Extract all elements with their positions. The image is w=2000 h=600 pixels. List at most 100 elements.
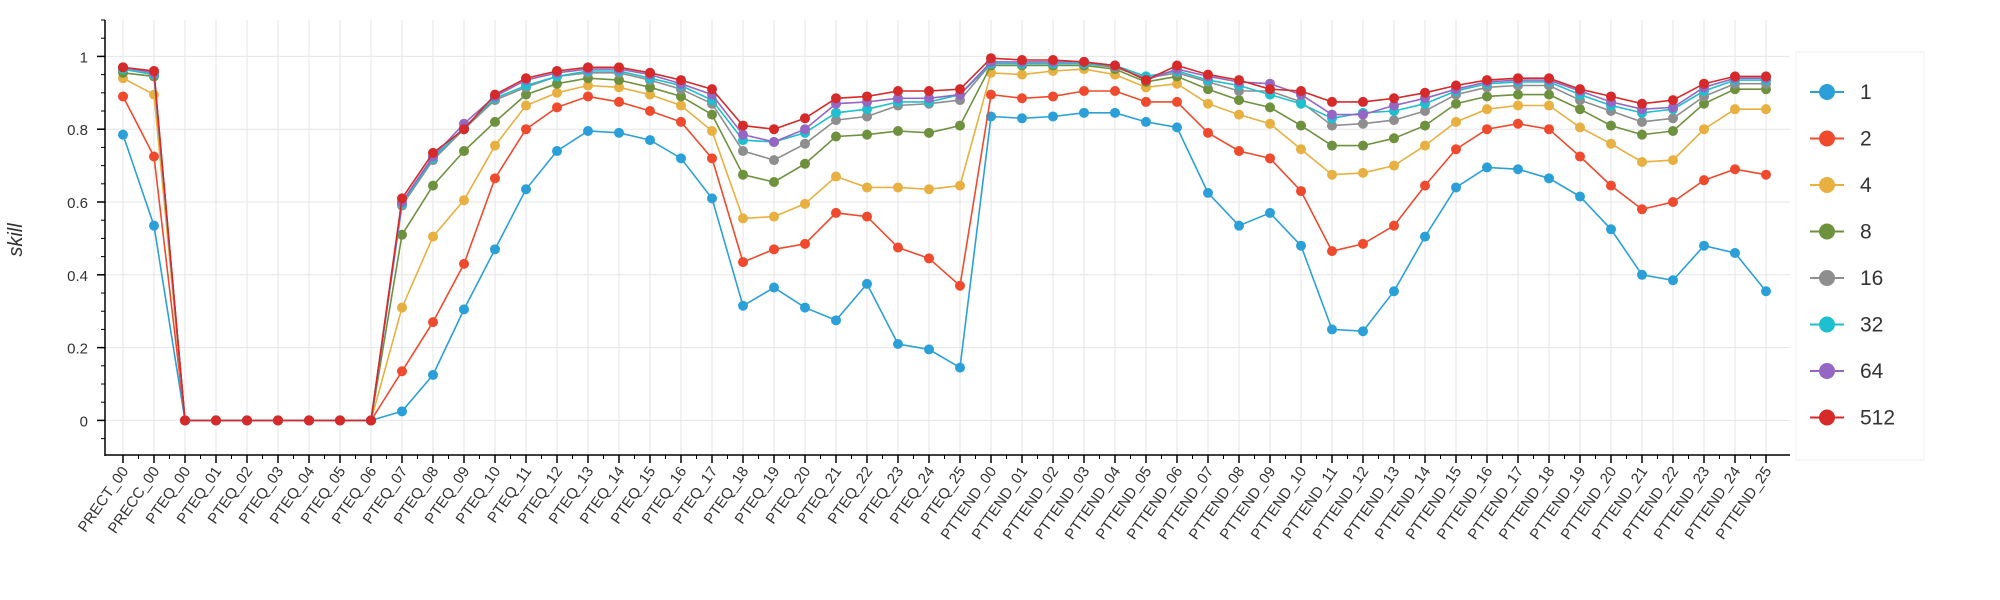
data-point — [800, 158, 810, 169]
data-point — [521, 73, 531, 84]
data-point — [1327, 246, 1337, 257]
data-point — [862, 104, 872, 115]
series-2 — [118, 85, 1771, 426]
data-point — [1761, 104, 1771, 115]
data-point — [1575, 151, 1585, 162]
data-point — [118, 91, 128, 102]
data-point — [1296, 85, 1306, 96]
data-point — [1420, 231, 1430, 242]
data-point — [893, 242, 903, 253]
data-point — [1203, 84, 1213, 95]
data-point — [924, 344, 934, 355]
data-point — [1699, 124, 1709, 135]
legend-item-64[interactable]: 64 — [1810, 360, 1884, 383]
data-point — [1265, 102, 1275, 113]
data-point — [1358, 96, 1368, 107]
data-point — [1141, 75, 1151, 86]
data-point — [1544, 100, 1554, 111]
data-point — [552, 65, 562, 76]
data-point — [955, 280, 965, 291]
data-point — [1730, 71, 1740, 82]
data-point — [1234, 109, 1244, 120]
legend-label: 1 — [1860, 81, 1872, 104]
data-point — [335, 415, 345, 426]
data-point — [1296, 98, 1306, 109]
data-point — [1389, 93, 1399, 104]
legend-item-32[interactable]: 32 — [1810, 314, 1883, 337]
legend-marker — [1819, 409, 1835, 426]
data-point — [1141, 96, 1151, 107]
data-point — [1327, 120, 1337, 131]
data-point — [149, 89, 159, 100]
data-point — [1048, 91, 1058, 102]
data-point — [490, 173, 500, 184]
y-tick-label: 0.4 — [67, 268, 88, 285]
data-point — [800, 238, 810, 249]
legend-label: 32 — [1860, 314, 1883, 337]
series-line-32 — [122, 62, 1766, 422]
legend-label: 8 — [1860, 221, 1872, 244]
series-group — [118, 53, 1771, 426]
data-point — [800, 302, 810, 313]
data-point — [1482, 91, 1492, 102]
data-point — [769, 155, 779, 166]
data-point — [1358, 109, 1368, 120]
data-point — [645, 82, 655, 93]
series-4 — [118, 64, 1771, 426]
legend-marker — [1819, 177, 1835, 193]
series-32 — [118, 58, 1771, 426]
data-point — [707, 109, 717, 120]
data-point — [1637, 129, 1647, 140]
legend-item-8[interactable]: 8 — [1810, 221, 1872, 244]
data-point — [552, 146, 562, 157]
data-point — [459, 258, 469, 269]
legend-item-2[interactable]: 2 — [1810, 128, 1872, 151]
data-point — [459, 304, 469, 315]
legend-item-512[interactable]: 512 — [1810, 407, 1895, 430]
legend-item-16[interactable]: 16 — [1810, 267, 1883, 290]
y-axis-label: skill — [5, 223, 27, 257]
data-point — [1234, 75, 1244, 86]
data-point — [1420, 180, 1430, 191]
data-point — [924, 85, 934, 96]
legend-item-4[interactable]: 4 — [1810, 174, 1872, 197]
data-point — [676, 91, 686, 102]
data-point — [1544, 173, 1554, 184]
data-point — [1389, 220, 1399, 231]
data-point — [614, 82, 624, 93]
data-point — [1482, 75, 1492, 86]
data-point — [769, 136, 779, 147]
data-point — [1327, 140, 1337, 151]
data-point — [428, 369, 438, 380]
data-point — [738, 129, 748, 140]
data-point — [1172, 60, 1182, 71]
data-point — [738, 169, 748, 180]
data-point — [149, 220, 159, 231]
data-point — [1358, 140, 1368, 151]
data-point — [924, 253, 934, 264]
data-point — [459, 146, 469, 157]
data-point — [676, 153, 686, 164]
data-point — [614, 96, 624, 107]
data-point — [1358, 167, 1368, 178]
legend-item-1[interactable]: 1 — [1810, 81, 1872, 104]
data-point — [1017, 69, 1027, 80]
data-point — [1451, 182, 1461, 193]
data-point — [1079, 85, 1089, 96]
data-point — [1699, 78, 1709, 89]
legend-marker — [1819, 316, 1835, 333]
data-point — [862, 278, 872, 289]
data-point — [583, 126, 593, 137]
data-point — [180, 415, 190, 426]
data-point — [769, 282, 779, 293]
data-point — [459, 124, 469, 135]
data-point — [1544, 89, 1554, 100]
data-point — [707, 193, 717, 204]
data-point — [614, 127, 624, 138]
data-point — [428, 147, 438, 158]
series-line-1 — [122, 112, 1767, 422]
data-point — [1482, 104, 1492, 115]
legend[interactable]: 1 2 4 8 16 32 64 512 — [1795, 51, 1925, 461]
series-16 — [118, 58, 1771, 426]
